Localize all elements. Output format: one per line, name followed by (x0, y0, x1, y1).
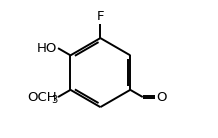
Text: 3: 3 (51, 95, 57, 105)
Text: HO: HO (37, 42, 57, 55)
Text: F: F (97, 10, 104, 23)
Text: OCH: OCH (28, 91, 57, 104)
Text: O: O (156, 91, 167, 104)
